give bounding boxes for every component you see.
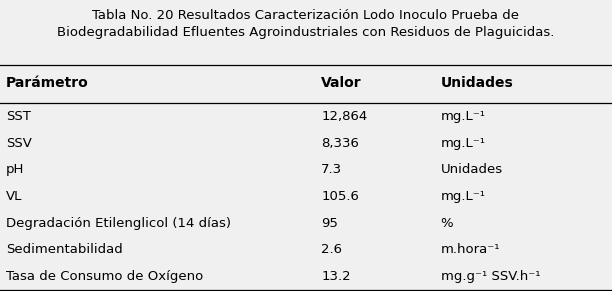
Text: %: % xyxy=(441,217,453,230)
Text: Sedimentabilidad: Sedimentabilidad xyxy=(6,243,123,256)
Text: SSV: SSV xyxy=(6,137,32,150)
Text: 7.3: 7.3 xyxy=(321,163,343,176)
Text: Degradación Etilenglicol (14 días): Degradación Etilenglicol (14 días) xyxy=(6,217,231,230)
Text: 95: 95 xyxy=(321,217,338,230)
Text: mg.L⁻¹: mg.L⁻¹ xyxy=(441,190,486,203)
Text: mg.g⁻¹ SSV.h⁻¹: mg.g⁻¹ SSV.h⁻¹ xyxy=(441,270,540,283)
Text: Unidades: Unidades xyxy=(441,76,513,90)
Text: 2.6: 2.6 xyxy=(321,243,342,256)
Text: mg.L⁻¹: mg.L⁻¹ xyxy=(441,110,486,123)
Text: 8,336: 8,336 xyxy=(321,137,359,150)
Text: m.hora⁻¹: m.hora⁻¹ xyxy=(441,243,500,256)
Text: VL: VL xyxy=(6,190,23,203)
Text: SST: SST xyxy=(6,110,31,123)
Text: 13.2: 13.2 xyxy=(321,270,351,283)
Text: Unidades: Unidades xyxy=(441,163,503,176)
Text: Tasa de Consumo de Oxígeno: Tasa de Consumo de Oxígeno xyxy=(6,270,203,283)
Text: 12,864: 12,864 xyxy=(321,110,368,123)
Text: mg.L⁻¹: mg.L⁻¹ xyxy=(441,137,486,150)
Text: Valor: Valor xyxy=(321,76,362,90)
Text: pH: pH xyxy=(6,163,24,176)
Text: Tabla No. 20 Resultados Caracterización Lodo Inoculo Prueba de
Biodegradabilidad: Tabla No. 20 Resultados Caracterización … xyxy=(58,9,554,39)
Text: Parámetro: Parámetro xyxy=(6,76,89,90)
Text: 105.6: 105.6 xyxy=(321,190,359,203)
